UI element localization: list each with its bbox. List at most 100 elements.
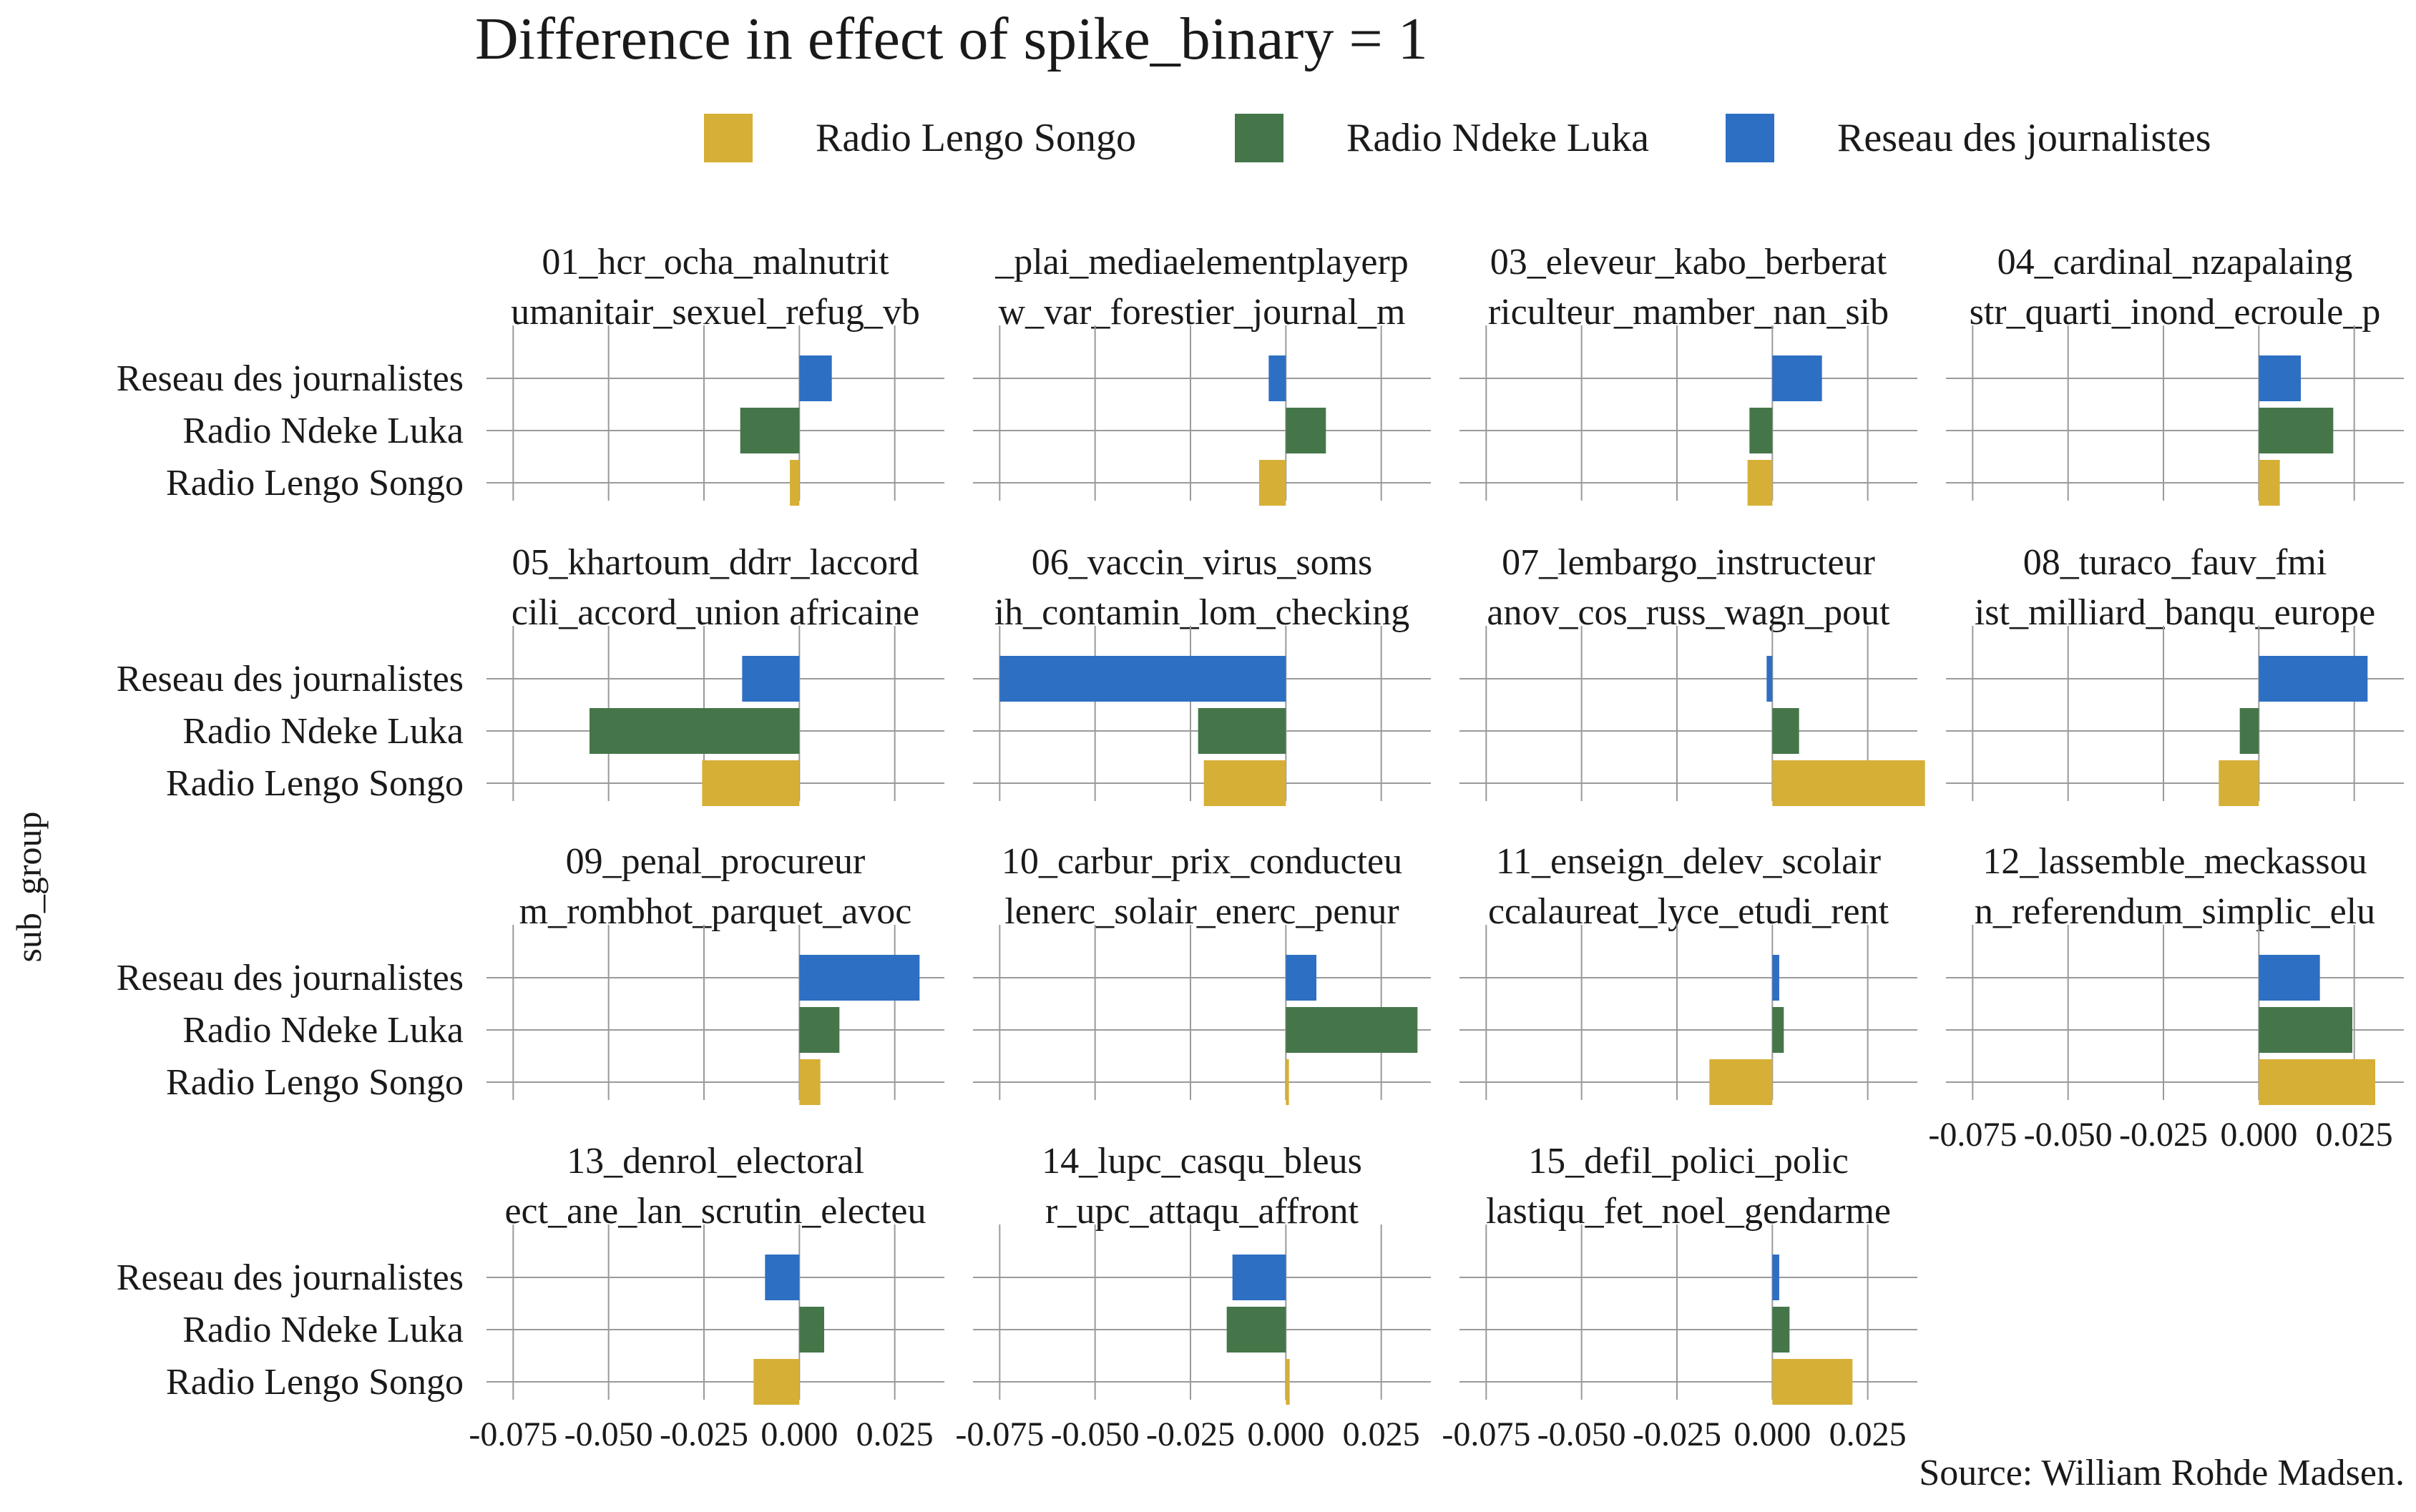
- bar: [1259, 460, 1286, 506]
- y-tick-label: Reseau des journalistes: [117, 1257, 464, 1298]
- x-tick-label: 0.000: [1733, 1415, 1811, 1453]
- y-tick-label: Radio Lengo Songo: [166, 763, 464, 804]
- bar: [1749, 408, 1773, 453]
- bar: [799, 1307, 824, 1353]
- facet-panel: 09_penal_procureur m_rombhot_parquet_avoc…: [117, 841, 944, 1105]
- bar: [999, 656, 1286, 702]
- x-tick-label: -0.025: [660, 1415, 748, 1453]
- bar: [1709, 1059, 1773, 1105]
- facet-panel: 03_eleveur_kabo_berberat riculteur_mamber…: [1459, 242, 1917, 506]
- facet-strip-label: 11_enseign_delev_scolair: [1496, 841, 1881, 882]
- facet-panel: 15_defil_polici_polic lastiqu_fet_noel_ge…: [1442, 1141, 1917, 1453]
- chart-title: Difference in effect of spike_binary = 1: [475, 6, 1428, 72]
- facet-strip-label: ih_contamin_lom_checking: [994, 592, 1410, 633]
- bar: [799, 355, 832, 401]
- facet-panel: 13_denrol_electoral ect_ane_lan_scrutin_e…: [117, 1141, 944, 1453]
- x-tick-label: 0.000: [760, 1415, 838, 1453]
- y-tick-label: Reseau des journalistes: [117, 659, 464, 699]
- facet-strip-label: 04_cardinal_nzapalaing: [1997, 242, 2353, 283]
- bar: [742, 656, 800, 702]
- bar: [2259, 408, 2334, 453]
- y-tick-label: Radio Ndeke Luka: [182, 1010, 464, 1051]
- facet-strip-label: 01_hcr_ocha_malnutrit: [542, 242, 889, 283]
- facet-strip-label: 03_eleveur_kabo_berberat: [1490, 242, 1887, 283]
- legend-label-radio-lengo-songo: Radio Lengo Songo: [816, 116, 1136, 160]
- bar: [2259, 1007, 2352, 1053]
- bar: [1772, 1007, 1784, 1053]
- legend-item-radio-ndeke-luka: Radio Ndeke Luka: [1235, 106, 1649, 170]
- y-axis-label: sub_group: [9, 811, 49, 963]
- y-tick-label: Radio Ndeke Luka: [182, 711, 464, 752]
- facet-strip-label: str_quarti_inond_ecroule_p: [1970, 292, 2381, 333]
- facet-strip-label: 06_vaccin_virus_soms: [1032, 542, 1373, 583]
- facet-strip-label: ect_ane_lan_scrutin_electeu: [504, 1191, 926, 1232]
- facet-strip-label: m_rombhot_parquet_avoc: [519, 891, 912, 932]
- bar: [799, 1007, 840, 1053]
- legend-swatch-radio-ndeke-luka: [1235, 114, 1283, 162]
- facet-panel: 11_enseign_delev_scolair ccalaureat_lyce_…: [1459, 841, 1917, 1105]
- bar: [1226, 1307, 1286, 1353]
- legend-item-radio-lengo-songo: Radio Lengo Songo: [704, 106, 1136, 170]
- bar: [1286, 1007, 1418, 1053]
- bar: [702, 760, 800, 806]
- bar: [1772, 708, 1799, 754]
- bar: [1772, 1307, 1790, 1353]
- bar: [2259, 1059, 2375, 1105]
- bar: [1286, 408, 1326, 453]
- facet-panel: 08_turaco_fauv_fmi ist_milliard_banqu_eur…: [1946, 542, 2404, 806]
- bar: [790, 460, 800, 506]
- legend: Radio Lengo Songo Radio Ndeke Luka Resea…: [0, 106, 2416, 170]
- y-tick-label: Radio Lengo Songo: [166, 463, 464, 504]
- bar: [1772, 955, 1779, 1001]
- bar: [1772, 1359, 1853, 1405]
- x-tick-label: 0.025: [1829, 1415, 1907, 1453]
- bar: [2259, 955, 2320, 1001]
- bar: [1766, 656, 1773, 702]
- facet-panel: 10_carbur_prix_conducteu lenerc_solair_en…: [973, 841, 1431, 1105]
- bar: [1286, 1059, 1289, 1105]
- x-tick-label: -0.050: [1051, 1415, 1140, 1453]
- x-tick-label: 0.000: [1247, 1415, 1324, 1453]
- facet-strip-label: n_referendum_simplic_elu: [1975, 891, 2375, 932]
- facet-panel: 14_lupc_casqu_bleus r_upc_attaqu_affront -…: [955, 1141, 1431, 1453]
- bar: [1203, 760, 1286, 806]
- x-tick-label: -0.025: [1146, 1415, 1235, 1453]
- bar: [1232, 1255, 1286, 1300]
- facet-strip-label: 08_turaco_fauv_fmi: [2023, 542, 2327, 583]
- y-tick-label: Radio Lengo Songo: [166, 1362, 464, 1403]
- bar: [1772, 1255, 1779, 1300]
- facet-strip-label: 10_carbur_prix_conducteu: [1002, 841, 1402, 882]
- facet-strip-label: 07_lembargo_instructeur: [1502, 542, 1875, 583]
- bar: [1286, 1359, 1290, 1405]
- x-tick-label: -0.025: [1633, 1415, 1721, 1453]
- facet-strip-label: anov_cos_russ_wagn_pout: [1487, 592, 1890, 633]
- bar: [799, 955, 920, 1001]
- facet-strip-label: 12_lassemble_meckassou: [1982, 841, 2367, 882]
- facet-strip-label: lastiqu_fet_noel_gendarme: [1486, 1191, 1891, 1232]
- x-tick-label: -0.075: [955, 1415, 1044, 1453]
- x-tick-label: -0.050: [2024, 1116, 2113, 1154]
- bar: [2259, 656, 2368, 702]
- bar: [2219, 760, 2259, 806]
- y-tick-label: Radio Ndeke Luka: [182, 411, 464, 451]
- y-tick-label: Radio Lengo Songo: [166, 1062, 464, 1103]
- facet-strip-label: 05_khartoum_ddrr_laccord: [512, 542, 919, 583]
- bar: [2239, 708, 2259, 754]
- x-tick-label: -0.075: [1442, 1415, 1530, 1453]
- bar: [2259, 355, 2301, 401]
- x-tick-label: 0.025: [1343, 1415, 1420, 1453]
- facet-strip-label: _plai_mediaelementplayerp: [994, 242, 1409, 283]
- bar: [1198, 708, 1286, 754]
- legend-label-reseau-des-journalistes: Reseau des journalistes: [1837, 116, 2211, 160]
- facet-panel: 05_khartoum_ddrr_laccord cili_accord_unio…: [117, 542, 944, 806]
- y-tick-label: Radio Ndeke Luka: [182, 1310, 464, 1350]
- x-tick-label: 0.000: [2220, 1116, 2297, 1154]
- legend-swatch-reseau-des-journalistes: [1726, 114, 1774, 162]
- x-tick-label: -0.075: [469, 1415, 557, 1453]
- facet-strip-label: riculteur_mamber_nan_sib: [1488, 292, 1889, 333]
- facet-panel: 06_vaccin_virus_soms ih_contamin_lom_chec…: [973, 542, 1431, 806]
- facet-strip-label: cili_accord_union africaine: [512, 592, 919, 633]
- facet-strip-label: r_upc_attaqu_affront: [1045, 1191, 1359, 1232]
- bar: [740, 408, 800, 453]
